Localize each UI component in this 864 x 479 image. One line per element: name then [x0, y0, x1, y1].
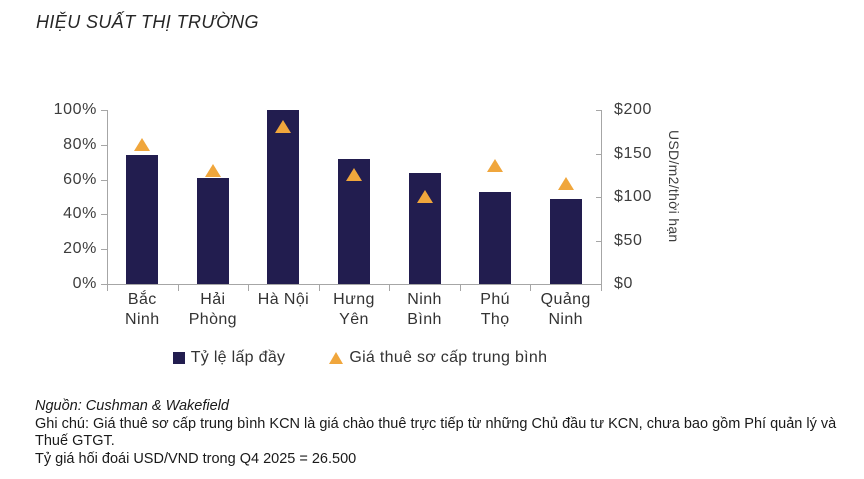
right-tick-2 [596, 197, 602, 198]
category-label-line: Ninh [125, 311, 160, 328]
x-axis-line [107, 284, 602, 285]
category-label-line: Bình [407, 311, 442, 328]
right-tick-label-0: $200 [614, 101, 652, 118]
right-tick-1 [596, 153, 602, 155]
left-tick-2 [101, 179, 107, 181]
category-label-line: Ninh [407, 291, 442, 308]
category-label-line: Yên [339, 311, 369, 328]
left-tick-1 [101, 144, 107, 146]
category-label-5: Phú Thọ [448, 290, 543, 330]
category-label-line: Phòng [188, 311, 237, 328]
legend-triangle-icon [329, 352, 344, 364]
right-axis-title: USD/m2/thời hạn [666, 130, 682, 243]
right-tick-0 [596, 110, 602, 111]
legend-label-rent: Giá thuê sơ cấp trung bình [349, 349, 548, 366]
bottom-tick-2 [248, 285, 250, 291]
category-label-line: Bắc [127, 291, 157, 308]
category-label-1: Hải Phòng [166, 290, 261, 330]
category-label-line: Hải [200, 291, 226, 308]
category-label-line: Hà Nội [257, 291, 310, 308]
right-tick-label-4: $0 [614, 275, 633, 292]
y-axis-left-line [107, 110, 108, 285]
rent-marker-6 [557, 176, 574, 190]
rent-marker-5 [487, 158, 504, 172]
bottom-tick-1 [177, 285, 179, 291]
category-label-line: Thọ [480, 311, 510, 328]
bar-5 [479, 191, 512, 284]
bottom-tick-4 [389, 285, 391, 291]
footer: Nguồn: Cushman & Wakefield Ghi chú: Giá … [35, 398, 855, 468]
page-title: HIỆU SUẤT THỊ TRƯỜNG [36, 12, 259, 32]
exchange-rate-note: Tỷ giá hối đoái USD/VND trong Q4 2025 = … [35, 450, 357, 467]
bottom-tick-6 [530, 285, 532, 291]
category-label-4: Ninh Bình [377, 290, 472, 330]
category-label-0: Bắc Ninh [95, 290, 190, 330]
bar-6 [549, 198, 582, 284]
left-tick-0 [101, 110, 107, 111]
rent-marker-4 [416, 190, 433, 203]
left-tick-5 [101, 284, 107, 285]
category-label-line: Quảng [540, 291, 591, 308]
bottom-tick-7 [601, 285, 602, 291]
category-label-line: Ninh [548, 311, 583, 328]
left-tick-label-5: 0% [72, 275, 97, 292]
methodology-note-line-1: Ghi chú: Giá thuê sơ cấp trung bình KCN … [35, 415, 837, 432]
category-label-line: Hưng [333, 291, 375, 308]
legend-item-rent: Giá thuê sơ cấp trung bình [329, 349, 547, 367]
category-label-line: Phú [480, 291, 510, 308]
methodology-note-line-2: Thuế GTGT. [35, 433, 115, 449]
bar-1 [196, 177, 229, 284]
left-tick-3 [101, 214, 107, 216]
left-tick-label-3: 40% [63, 205, 97, 223]
bottom-tick-3 [318, 285, 320, 291]
chart-legend: Tỷ lệ lấp đầy Giá thuê sơ cấp trung bình [110, 349, 610, 367]
legend-label-occupancy: Tỷ lệ lấp đầy [190, 349, 286, 366]
left-tick-label-0: 100% [53, 101, 97, 118]
rent-marker-2 [275, 120, 292, 134]
rent-marker-0 [134, 137, 151, 151]
right-tick-label-1: $150 [614, 144, 652, 162]
right-tick-label-3: $50 [614, 231, 643, 249]
right-tick-label-2: $100 [614, 188, 652, 205]
right-tick-4 [596, 284, 602, 285]
legend-square-marker [172, 352, 185, 364]
bar-2 [267, 110, 300, 284]
left-tick-label-4: 20% [63, 240, 97, 258]
legend-item-occupancy: Tỷ lệ lấp đầy [172, 349, 286, 367]
bottom-tick-0 [107, 285, 108, 291]
left-tick-label-2: 60% [63, 170, 97, 188]
category-label-6: Quảng Ninh [518, 290, 613, 330]
left-tick-4 [101, 249, 107, 251]
rent-marker-1 [204, 163, 221, 177]
category-label-2: Hà Nội [236, 290, 331, 310]
right-tick-3 [596, 240, 602, 242]
source-note: Nguồn: Cushman & Wakefield [35, 398, 229, 414]
category-label-3: Hưng Yên [307, 290, 402, 330]
bar-0 [126, 155, 159, 284]
left-tick-label-1: 80% [63, 135, 97, 153]
bottom-tick-5 [459, 285, 461, 291]
rent-marker-3 [346, 168, 362, 182]
